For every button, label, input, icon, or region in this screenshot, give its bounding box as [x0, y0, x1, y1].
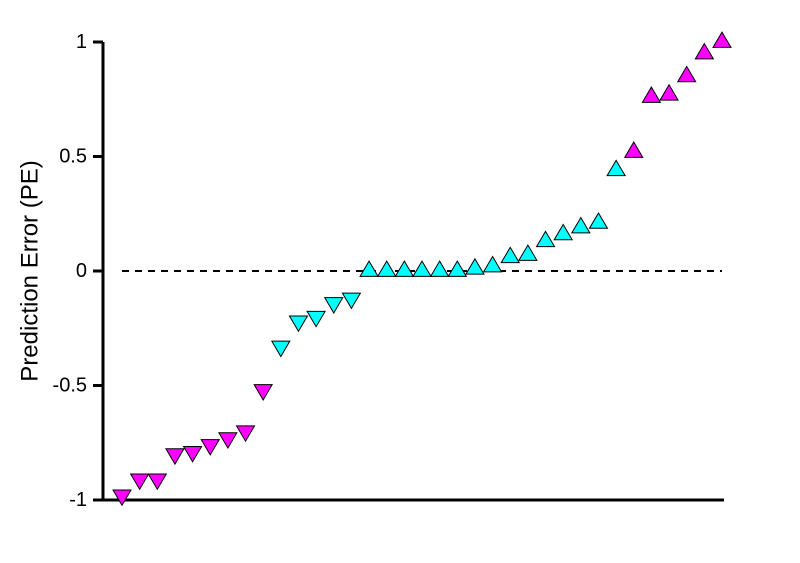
y-tick-label: -0.5 [53, 375, 87, 397]
data-point-13 [323, 297, 344, 314]
data-point-14 [341, 292, 362, 310]
data-point-16 [376, 260, 397, 277]
data-point-5 [182, 446, 203, 463]
y-tick-label: 0 [76, 260, 87, 282]
data-point-8 [235, 425, 256, 443]
data-point-12 [306, 310, 326, 328]
data-point-4 [165, 448, 185, 466]
data-point-21 [465, 257, 485, 275]
y-ticks: 1 0.5 0 -0.5 -1 [53, 31, 103, 511]
y-axis: 1 0.5 0 -0.5 -1 [53, 31, 105, 511]
data-point-25 [535, 230, 556, 248]
y-tick-label: -1 [69, 489, 87, 511]
data-point-31 [641, 86, 662, 103]
y-tick-label: 0.5 [59, 146, 87, 168]
data-point-6 [200, 439, 221, 456]
data-point-33 [676, 65, 697, 83]
data-point-20 [447, 260, 468, 277]
data-point-11 [288, 315, 309, 333]
y-axis-title: Prediction Error (PE) [17, 160, 44, 381]
data-point-35 [712, 31, 732, 48]
data-points [112, 31, 732, 507]
data-point-29 [606, 159, 626, 177]
data-point-28 [588, 212, 609, 229]
data-point-18 [412, 260, 432, 277]
data-point-30 [623, 141, 644, 158]
data-point-34 [694, 42, 715, 60]
data-point-32 [659, 83, 679, 101]
data-point-3 [147, 473, 168, 491]
data-point-19 [429, 260, 450, 277]
data-point-9 [253, 384, 274, 401]
y-tick-label: 1 [76, 31, 87, 53]
data-point-17 [394, 260, 415, 277]
data-point-24 [518, 244, 538, 261]
data-point-10 [270, 340, 291, 358]
data-point-2 [129, 473, 150, 491]
data-point-27 [570, 216, 591, 234]
data-point-26 [553, 223, 574, 241]
data-point-22 [482, 255, 503, 273]
data-point-1 [112, 489, 132, 507]
data-point-15 [359, 260, 379, 277]
data-point-23 [500, 246, 521, 264]
data-point-7 [218, 432, 238, 450]
